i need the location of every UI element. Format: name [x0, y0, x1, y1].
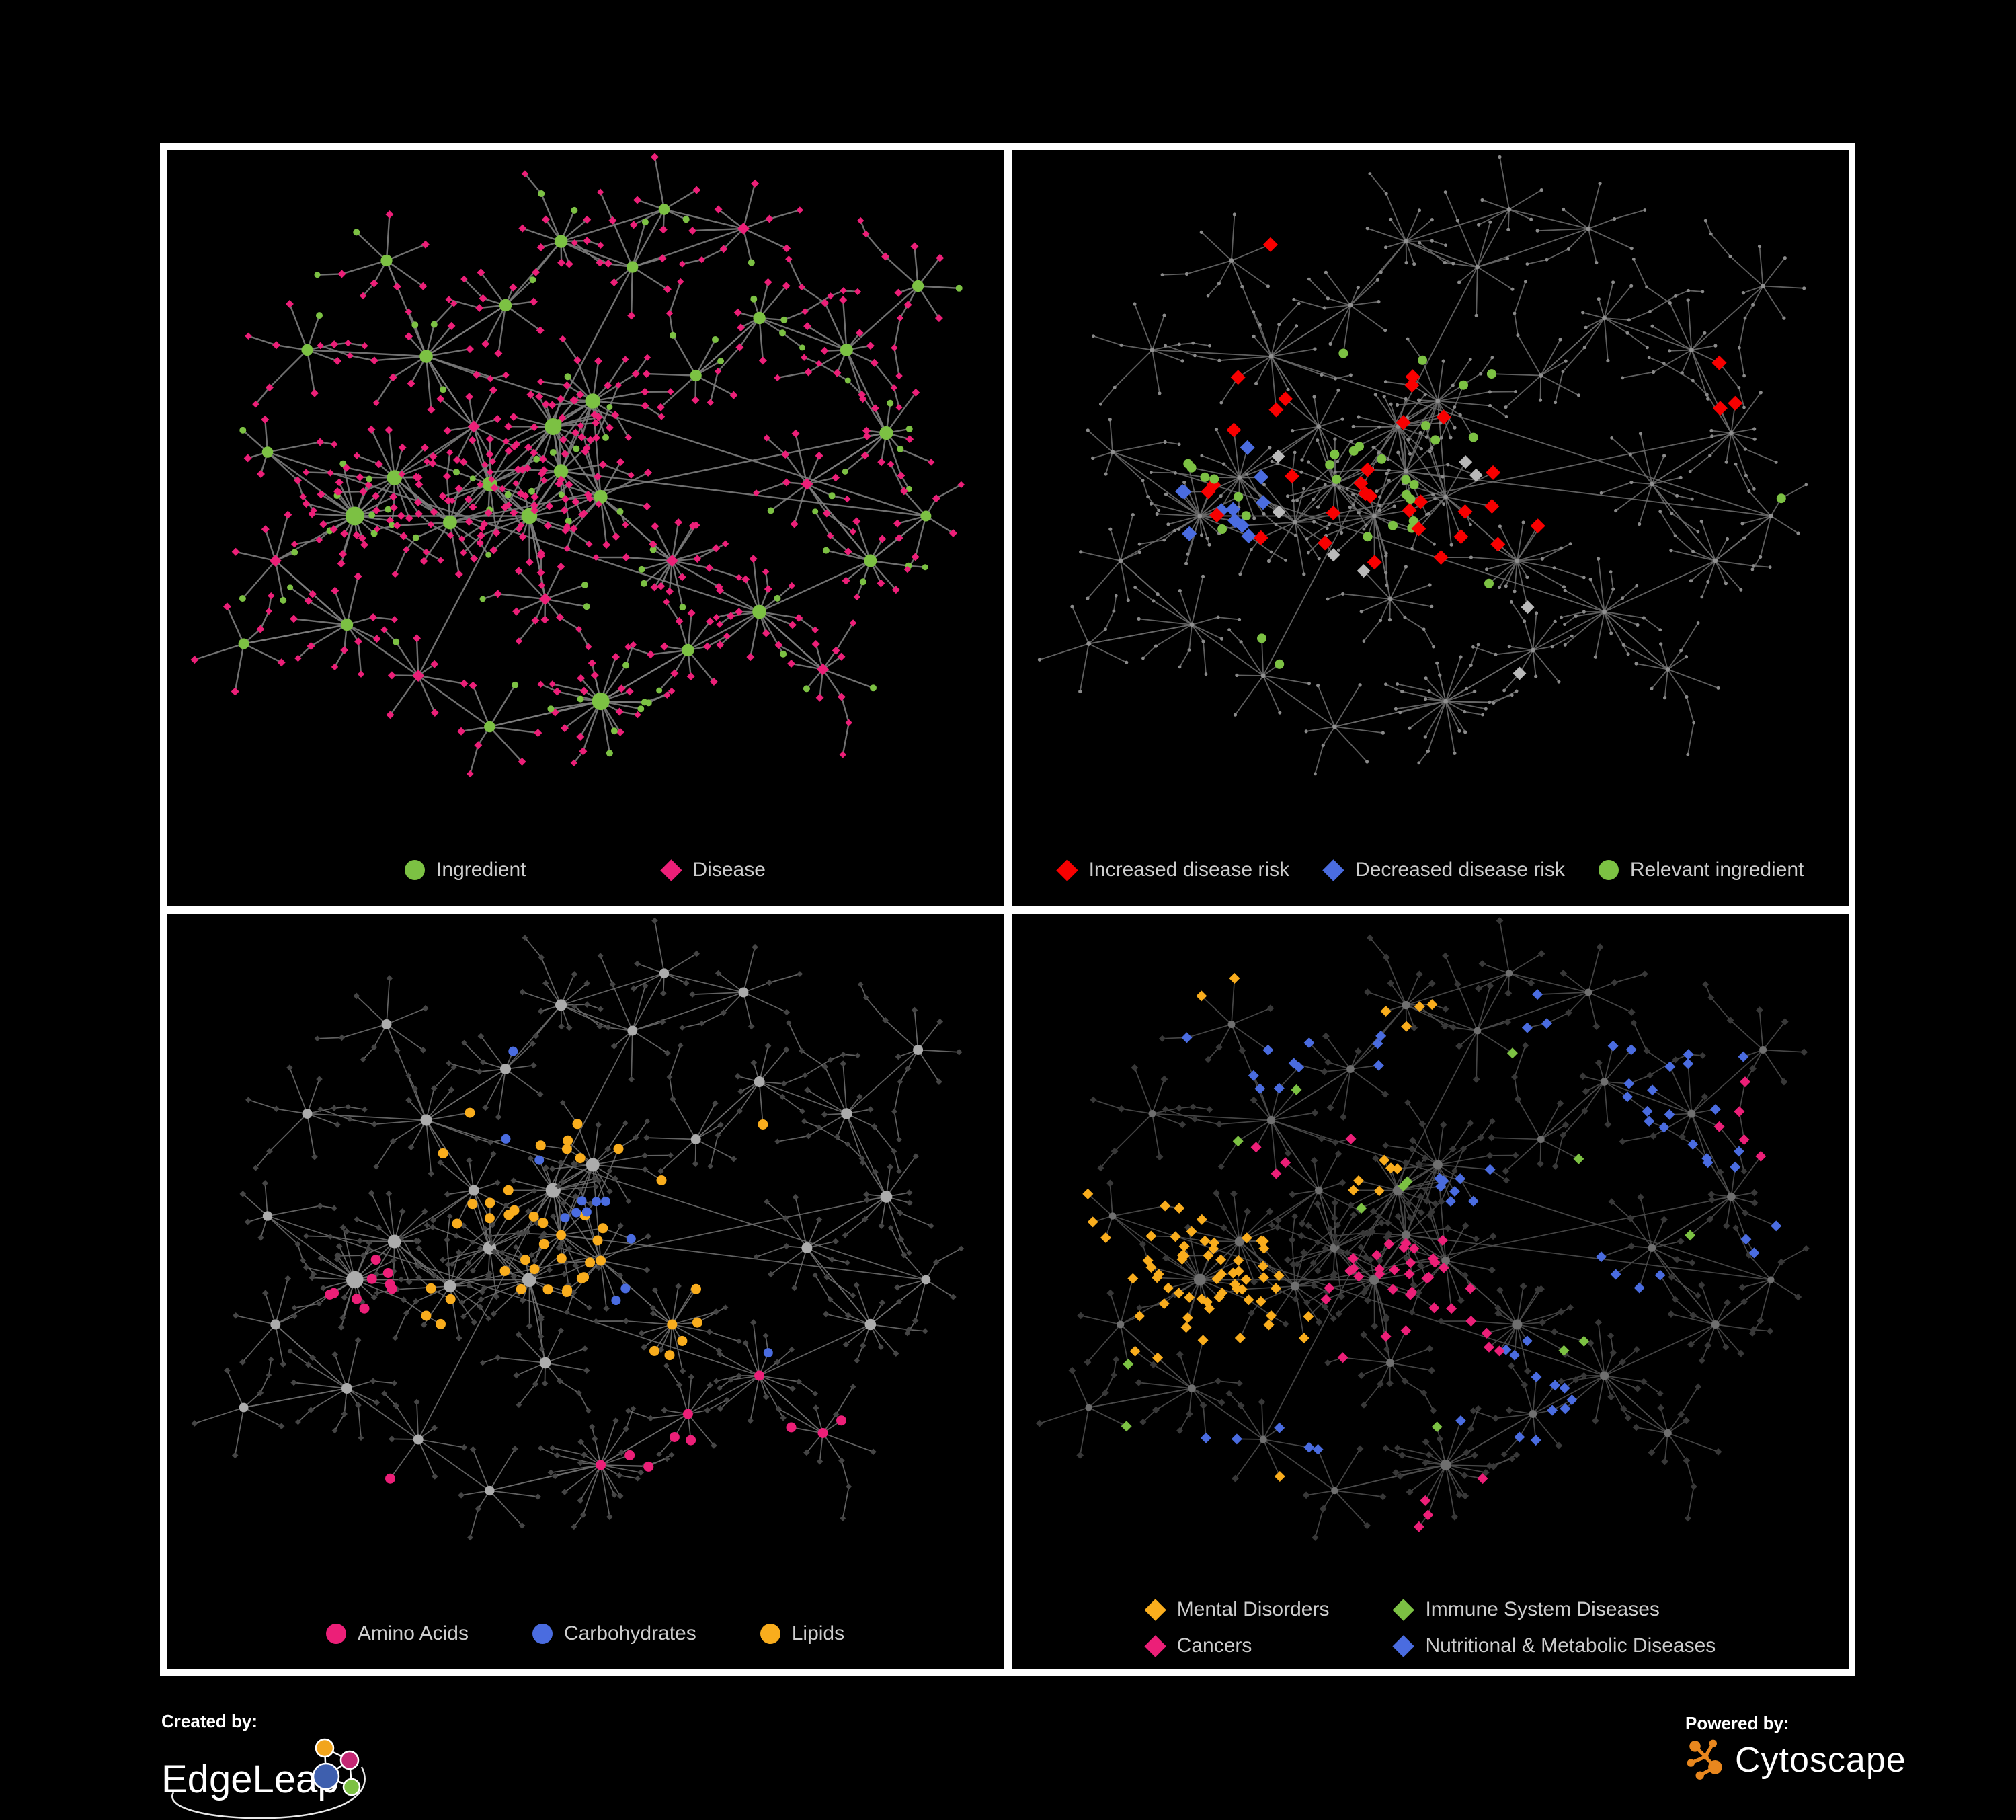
edgeleap-swoosh	[171, 1766, 366, 1819]
legend-label-increased-risk: Increased disease risk	[1088, 859, 1290, 881]
legend-label-cancers: Cancers	[1176, 1634, 1252, 1657]
cytoscape-brand-text: Cytoscape	[1735, 1741, 1906, 1780]
legend-item-immune-system-diseases: Immune System Diseases	[1392, 1598, 1716, 1621]
legend-label-carbohydrates: Carbohydrates	[563, 1622, 696, 1645]
legend-label-ingredient: Ingredient	[436, 859, 526, 881]
legend-ingredient-disease: Ingredient Disease	[167, 859, 1004, 881]
legend-label-amino-acids: Amino Acids	[357, 1622, 469, 1645]
legend-label-disease: Disease	[692, 859, 766, 881]
legend-item-decreased-risk: Decreased disease risk	[1322, 859, 1565, 881]
legend-label-decreased-risk: Decreased disease risk	[1355, 859, 1565, 881]
immune-system-diseases-swatch-icon	[1392, 1598, 1415, 1621]
legend-label-relevant-ingredient: Relevant ingredient	[1629, 859, 1804, 881]
network-graph-ingredient-disease	[190, 153, 965, 778]
mental-disorders-swatch-icon	[1143, 1598, 1166, 1621]
powered-by-label: Powered by:	[1685, 1713, 1789, 1733]
edgeleap-brand-text: EdgeLeap	[161, 1757, 339, 1801]
legend-disease-risk: Increased disease risk Decreased disease…	[1012, 859, 1849, 881]
legend-item-cancers: Cancers	[1143, 1634, 1330, 1657]
panel-ingredient-disease: Ingredient Disease	[167, 150, 1004, 906]
carbohydrates-swatch-icon	[532, 1624, 553, 1644]
legend-label-immune-system-diseases: Immune System Diseases	[1425, 1598, 1660, 1620]
powered-by-block: Powered by: Cytosc	[1684, 1713, 1906, 1782]
panel-disease-classes: Mental Disorders Immune System Diseases …	[1012, 914, 1849, 1669]
disease-swatch-icon	[659, 859, 682, 881]
cancers-swatch-icon	[1143, 1634, 1166, 1657]
created-by-label: Created by:	[161, 1711, 258, 1731]
ingredient-swatch-icon	[405, 860, 426, 880]
legend-disease-classes: Mental Disorders Immune System Diseases …	[1143, 1598, 1716, 1657]
relevant-ingredient-swatch-icon	[1598, 860, 1619, 880]
created-by-block: Created by: EdgeLeap	[160, 1711, 402, 1820]
network-graph-disease-risk	[1037, 155, 1808, 776]
lipids-swatch-icon	[760, 1624, 780, 1644]
network-graph-disease-classes	[1036, 917, 1810, 1541]
legend-item-mental-disorders: Mental Disorders	[1143, 1598, 1330, 1621]
legend-item-nutritional-metabolic-diseases: Nutritional & Metabolic Diseases	[1392, 1634, 1716, 1657]
network-panels-grid: Ingredient Disease Increased disease ris…	[160, 143, 1855, 1676]
amino-acids-swatch-icon	[325, 1624, 346, 1644]
legend-item-disease: Disease	[659, 859, 766, 881]
increased-risk-swatch-icon	[1055, 859, 1078, 881]
legend-label-lipids: Lipids	[791, 1622, 845, 1645]
decreased-risk-swatch-icon	[1322, 859, 1344, 881]
legend-item-amino-acids: Amino Acids	[325, 1622, 469, 1645]
network-graph-nutrient-classes	[191, 917, 965, 1541]
legend-item-carbohydrates: Carbohydrates	[532, 1622, 696, 1645]
legend-label-mental-disorders: Mental Disorders	[1176, 1598, 1330, 1620]
legend-label-nutritional-metabolic-diseases: Nutritional & Metabolic Diseases	[1425, 1634, 1716, 1657]
edgeleap-logo-nodes	[312, 1738, 361, 1796]
edgeleap-logo: EdgeLeap	[161, 1738, 366, 1819]
legend-item-relevant-ingredient: Relevant ingredient	[1598, 859, 1804, 881]
nutritional-metabolic-diseases-swatch-icon	[1392, 1634, 1415, 1657]
legend-nutrient-classes: Amino Acids Carbohydrates Lipids	[167, 1622, 1004, 1645]
panel-nutrient-classes: Amino Acids Carbohydrates Lipids	[167, 914, 1004, 1669]
legend-item-lipids: Lipids	[760, 1622, 844, 1645]
panel-disease-risk: Increased disease risk Decreased disease…	[1012, 150, 1849, 906]
cytoscape-logo-icon	[1687, 1739, 1722, 1780]
legend-item-increased-risk: Increased disease risk	[1055, 859, 1290, 881]
legend-item-ingredient: Ingredient	[405, 859, 526, 881]
